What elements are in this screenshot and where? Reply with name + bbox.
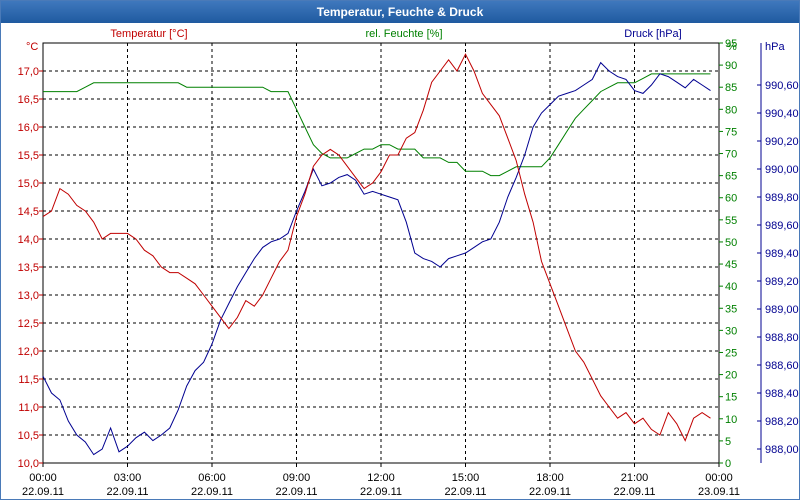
temperature-tick-label: 15,0 — [18, 178, 39, 190]
temperature-tick-label: 13,0 — [18, 290, 39, 302]
x-tick-time: 00:00 — [29, 472, 57, 484]
temperature-tick-label: 12,0 — [18, 346, 39, 358]
chart-title: Temperatur, Feuchte & Druck — [1, 1, 799, 23]
humidity-tick-label: 35 — [725, 303, 737, 315]
temperature-tick-label: 12,5 — [18, 318, 39, 330]
pressure-tick-label: 989,60 — [765, 220, 799, 232]
x-tick-date: 22.09.11 — [191, 486, 233, 498]
humidity-tick-label: 40 — [725, 281, 737, 293]
temperature-tick-label: 17,0 — [18, 66, 39, 78]
x-tick-time: 21:00 — [621, 472, 649, 484]
grid-lines — [43, 43, 719, 463]
x-tick-date: 22.09.11 — [275, 486, 317, 498]
temperature-tick-label: 10,5 — [18, 430, 39, 442]
temperature-axis-title: Temperatur [°C] — [110, 28, 187, 40]
x-tick-date: 23.09.11 — [698, 486, 740, 498]
x-tick-time: 15:00 — [452, 472, 480, 484]
humidity-tick-label: 25 — [725, 347, 737, 359]
pressure-unit-label: hPa — [765, 41, 785, 53]
axis-ticks: 00:00 22.09.11 03:00 22.09.11 06:00 22.09.11 0… — [18, 38, 799, 498]
pressure-tick-label: 990,20 — [765, 136, 799, 148]
pressure-axis-title: Druck [hPa] — [624, 28, 681, 40]
x-tick-date: 22.09.11 — [106, 486, 148, 498]
series-lines — [42, 53, 711, 456]
chart-canvas: °C Temperatur [°C] rel. Feuchte [%] Druc… — [18, 28, 799, 498]
pressure-tick-label: 989,80 — [765, 192, 799, 204]
humidity-tick-label: 30 — [725, 325, 737, 337]
humidity-tick-label: 15 — [725, 392, 737, 404]
humidity-unit-label: % — [727, 41, 737, 53]
humidity-tick-label: 60 — [725, 193, 737, 205]
humidity-tick-label: 20 — [725, 370, 737, 382]
temperature-tick-label: 14,0 — [18, 234, 39, 246]
pressure-tick-label: 989,40 — [765, 248, 799, 260]
pressure-line — [42, 61, 711, 456]
humidity-line — [43, 73, 711, 177]
humidity-tick-label: 65 — [725, 171, 737, 183]
humidity-axis-title: rel. Feuchte [%] — [365, 28, 442, 40]
humidity-tick-label: 45 — [725, 259, 737, 271]
humidity-tick-label: 55 — [725, 215, 737, 227]
temperature-tick-label: 11,5 — [18, 374, 39, 386]
x-tick-date: 22.09.11 — [22, 486, 64, 498]
temperature-unit-label: °C — [26, 41, 38, 53]
humidity-tick-label: 85 — [725, 82, 737, 94]
temperature-line — [42, 53, 711, 442]
pressure-tick-label: 989,20 — [765, 276, 799, 288]
x-tick-time: 00:00 — [705, 472, 733, 484]
x-tick-time: 09:00 — [283, 472, 311, 484]
pressure-tick-label: 989,00 — [765, 304, 799, 316]
humidity-tick-label: 50 — [725, 237, 737, 249]
x-tick-date: 22.09.11 — [360, 486, 402, 498]
temperature-tick-label: 10,0 — [18, 458, 39, 470]
humidity-tick-label: 10 — [725, 414, 737, 426]
humidity-tick-label: 75 — [725, 126, 737, 138]
pressure-tick-label: 990,40 — [765, 108, 799, 120]
x-tick-time: 12:00 — [367, 472, 395, 484]
temperature-tick-label: 14,5 — [18, 206, 39, 218]
temperature-tick-label: 16,5 — [18, 94, 39, 106]
x-tick-date: 22.09.11 — [613, 486, 655, 498]
humidity-tick-label: 90 — [725, 60, 737, 72]
x-tick-time: 03:00 — [114, 472, 142, 484]
temperature-tick-label: 13,5 — [18, 262, 39, 274]
pressure-tick-label: 988,60 — [765, 360, 799, 372]
x-tick-time: 06:00 — [198, 472, 226, 484]
pressure-tick-label: 988,40 — [765, 388, 799, 400]
pressure-tick-label: 990,60 — [765, 80, 799, 92]
humidity-tick-label: 0 — [725, 458, 731, 470]
pressure-tick-label: 988,00 — [765, 444, 799, 456]
x-tick-date: 22.09.11 — [529, 486, 571, 498]
temperature-tick-label: 16,0 — [18, 122, 39, 134]
humidity-tick-label: 70 — [725, 149, 737, 161]
pressure-tick-label: 990,00 — [765, 164, 799, 176]
x-tick-time: 18:00 — [536, 472, 564, 484]
pressure-tick-label: 988,80 — [765, 332, 799, 344]
temperature-tick-label: 11,0 — [18, 402, 39, 414]
humidity-tick-label: 80 — [725, 104, 737, 116]
pressure-tick-label: 988,20 — [765, 416, 799, 428]
humidity-tick-label: 5 — [725, 436, 731, 448]
temperature-tick-label: 15,5 — [18, 150, 39, 162]
x-tick-date: 22.09.11 — [444, 486, 486, 498]
humidity-tick-label: 95 — [725, 38, 737, 50]
